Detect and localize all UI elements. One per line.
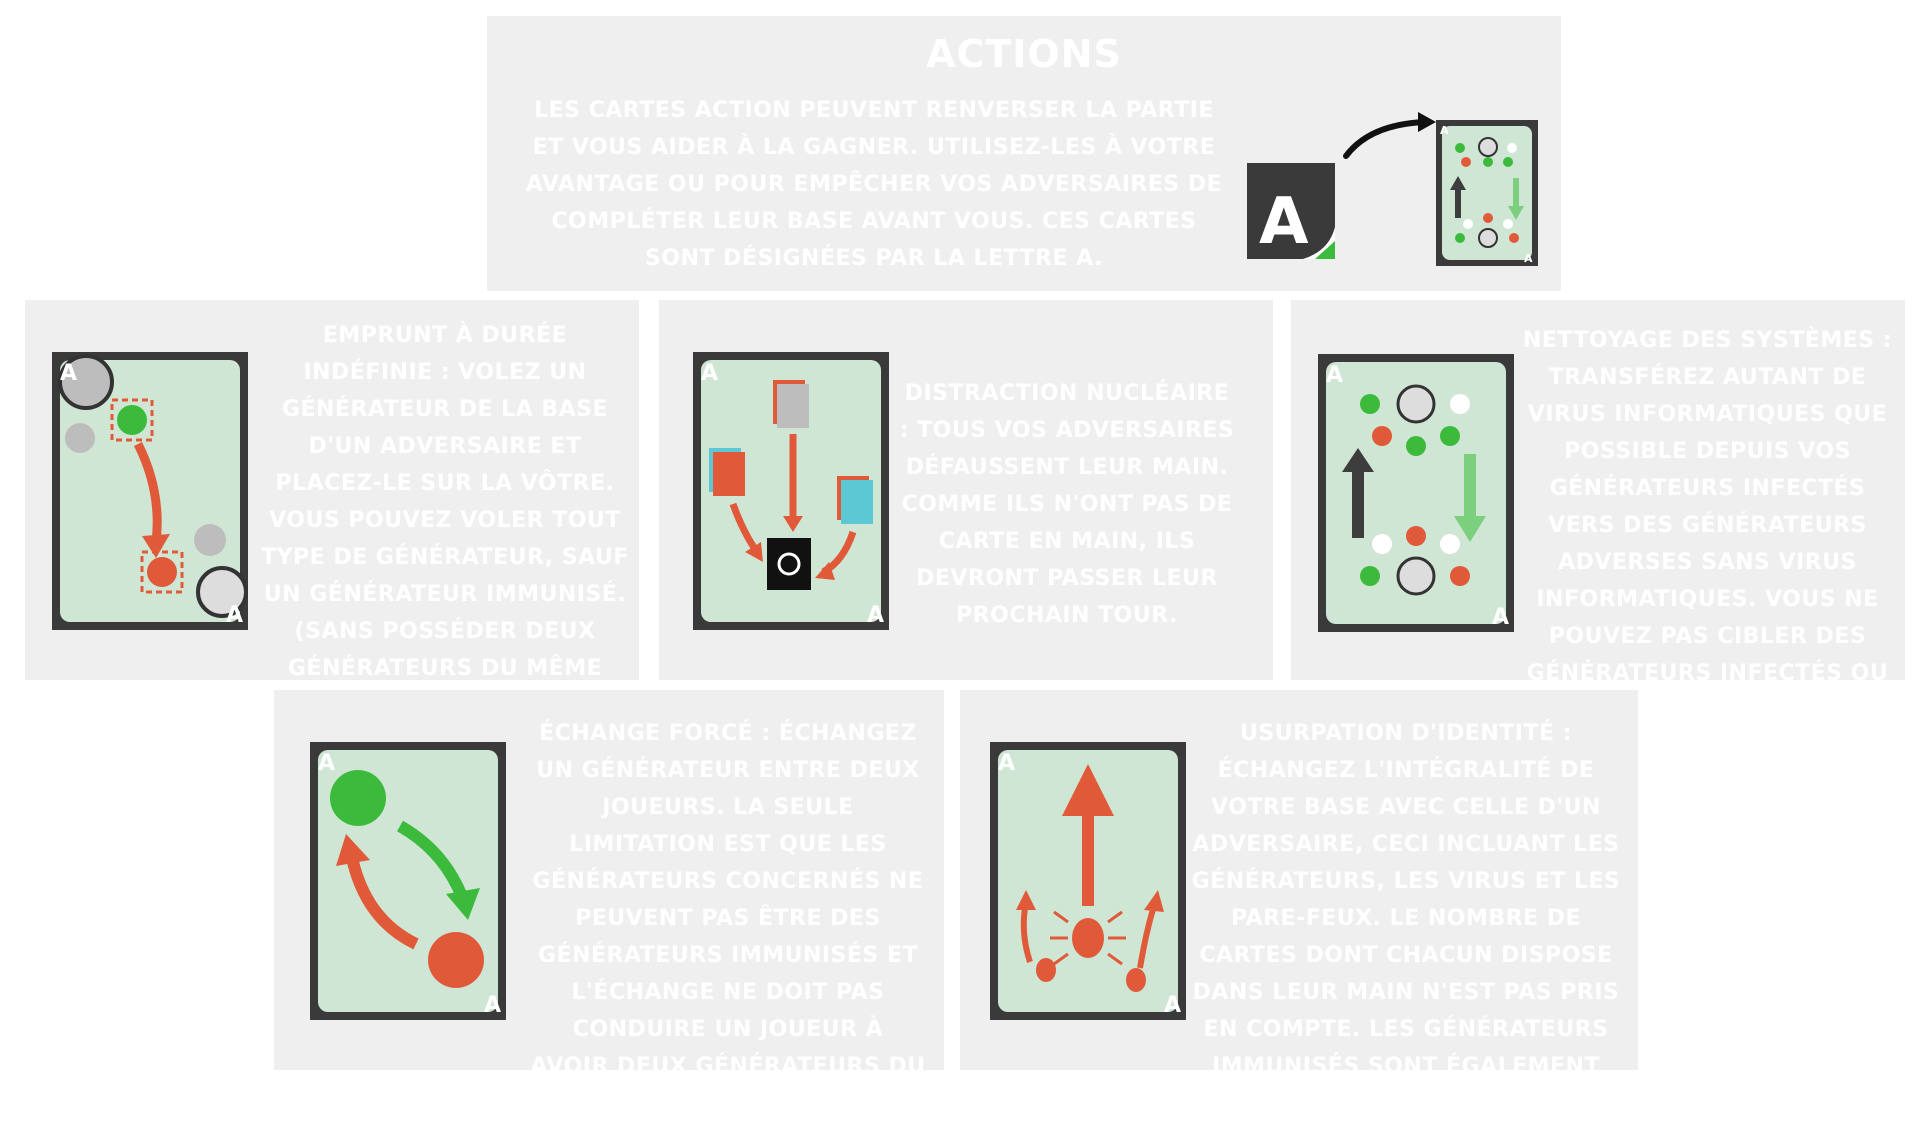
action-card-logo: A	[1247, 163, 1335, 259]
svg-text:A: A	[1524, 252, 1533, 265]
card-image-distraction: A A	[693, 352, 889, 630]
card-image-usurpation: A A	[990, 742, 1186, 1020]
card-text-distraction: Distraction nucléaire : Tous vos adversa…	[899, 381, 1235, 628]
card-text-emprunt: Emprunt à durée indéfinie : Volez un gén…	[261, 323, 629, 718]
header-description: Les cartes action peuvent renverser la p…	[525, 98, 1223, 271]
card-image-nettoyage: A A	[1318, 354, 1514, 632]
svg-text:A: A	[867, 603, 884, 628]
card-image-emprunt: A A	[52, 352, 248, 630]
card-text-echange: Échange forcé : Échangez un générateur e…	[530, 721, 926, 1116]
svg-text:A: A	[226, 603, 243, 628]
svg-text:A: A	[1164, 993, 1181, 1018]
svg-text:A: A	[1492, 605, 1509, 630]
svg-text:A: A	[484, 993, 501, 1018]
svg-text:A: A	[318, 751, 335, 776]
svg-text:A: A	[1440, 124, 1449, 137]
curved-arrow-icon	[1340, 112, 1440, 162]
page-title: ACTIONS	[926, 32, 1122, 76]
card-text-nettoyage: Nettoyage des systèmes : Transférez auta…	[1522, 328, 1893, 723]
svg-text:A: A	[998, 751, 1015, 776]
mini-card-preview: A A	[1436, 120, 1538, 266]
svg-text:A: A	[701, 361, 718, 386]
card-text-usurpation: Usurpation d'identité : Échangez l'intég…	[1191, 721, 1621, 1116]
card-letter: A	[1259, 185, 1309, 259]
card-image-echange: A A	[310, 742, 506, 1020]
svg-text:A: A	[1326, 363, 1343, 388]
svg-text:A: A	[60, 361, 77, 386]
actions-header-panel	[487, 16, 1561, 291]
